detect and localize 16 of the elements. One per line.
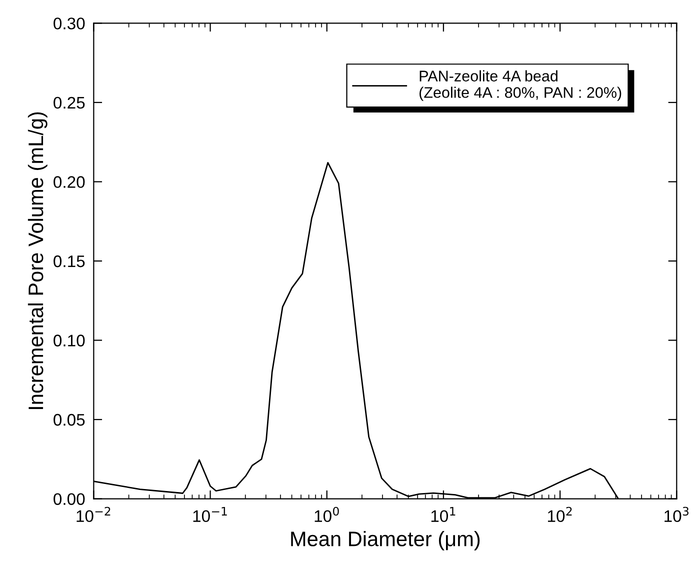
y-axis-title: Incremental Pore Volume (mL/g) [28,112,48,410]
y-tick-label: 0.05 [54,414,85,426]
y-tick-label: 0.25 [54,96,85,109]
y-tick-label: 0.30 [54,18,85,30]
x-tick-label: 10$^{−2}$ [76,506,110,522]
x-tick-label: 10$^{2}$ [548,506,572,522]
y-tick-label: 0.00 [54,493,85,506]
x-tick-label: 10$^{1}$ [431,506,456,522]
x-axis-title: Mean Diameter (μm) [291,531,480,550]
legend-label: PAN-zeolite 4A bead (Zeolite 4A : 80%, PAN : 20%) [420,70,622,101]
x-tick-label: 10$^{−1}$ [193,506,227,522]
x-tick-label: 10$^{3}$ [664,506,688,522]
y-tick-label: 0.10 [54,334,85,346]
x-tick-label: 10$^{0}$ [314,506,339,522]
y-tick-label: 0.15 [54,255,85,268]
y-tick-label: 0.20 [54,176,85,188]
